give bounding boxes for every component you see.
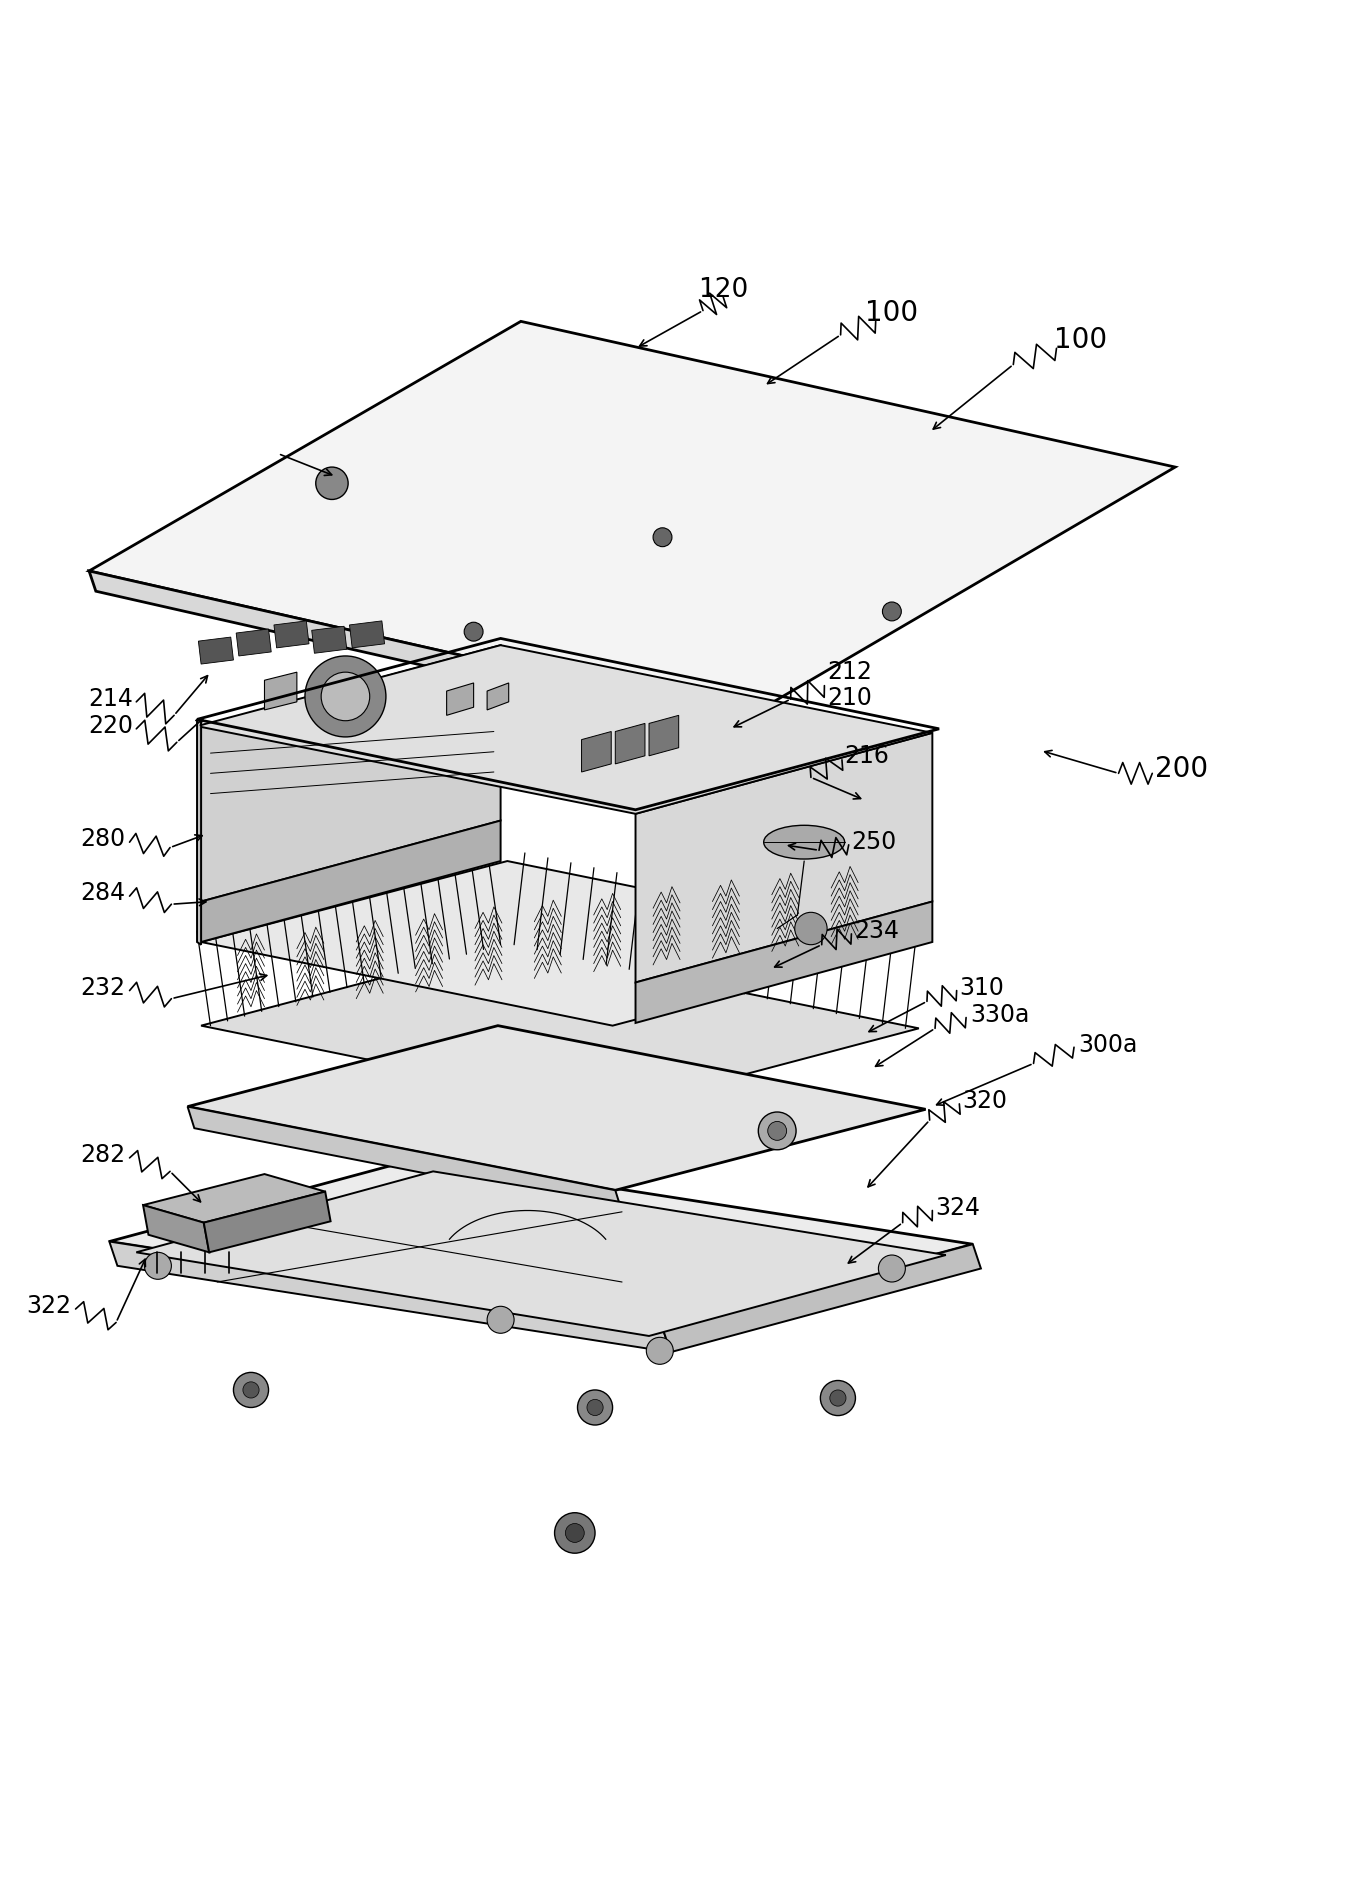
- Circle shape: [879, 1255, 906, 1281]
- Text: 210: 210: [827, 686, 872, 710]
- Text: 100: 100: [865, 300, 918, 328]
- Text: 212: 212: [827, 659, 872, 684]
- Polygon shape: [143, 1174, 326, 1223]
- Circle shape: [577, 1390, 612, 1424]
- Text: 320: 320: [963, 1089, 1007, 1113]
- Polygon shape: [237, 629, 272, 656]
- Polygon shape: [201, 944, 919, 1110]
- Circle shape: [145, 1253, 172, 1279]
- Ellipse shape: [764, 825, 845, 859]
- Circle shape: [487, 1306, 514, 1334]
- Polygon shape: [110, 1242, 671, 1353]
- Circle shape: [322, 673, 369, 722]
- Text: 282: 282: [80, 1144, 126, 1168]
- Polygon shape: [581, 731, 611, 772]
- Text: 330a: 330a: [971, 1002, 1029, 1027]
- Circle shape: [768, 1121, 787, 1140]
- Text: 280: 280: [80, 827, 126, 852]
- Circle shape: [587, 1400, 603, 1415]
- Polygon shape: [446, 682, 473, 716]
- Text: 232: 232: [81, 976, 126, 1000]
- Text: 310: 310: [960, 976, 1005, 1000]
- Circle shape: [758, 1112, 796, 1149]
- Polygon shape: [89, 571, 750, 740]
- Circle shape: [464, 622, 483, 641]
- Text: 214: 214: [89, 688, 134, 710]
- Polygon shape: [615, 723, 645, 763]
- Circle shape: [306, 656, 385, 737]
- Text: 234: 234: [854, 919, 899, 944]
- Polygon shape: [649, 716, 679, 755]
- Polygon shape: [312, 625, 347, 654]
- Polygon shape: [201, 821, 500, 942]
- Text: 120: 120: [698, 277, 749, 303]
- Text: 322: 322: [27, 1294, 72, 1319]
- Text: 250: 250: [852, 831, 896, 853]
- Polygon shape: [349, 622, 384, 648]
- Circle shape: [830, 1390, 846, 1405]
- Circle shape: [554, 1513, 595, 1552]
- Circle shape: [243, 1381, 260, 1398]
- Circle shape: [316, 467, 347, 499]
- Polygon shape: [137, 1172, 946, 1336]
- Polygon shape: [197, 720, 201, 944]
- Polygon shape: [265, 673, 297, 710]
- Polygon shape: [199, 637, 234, 663]
- Circle shape: [795, 912, 827, 944]
- Circle shape: [821, 1381, 856, 1415]
- Polygon shape: [635, 902, 933, 1023]
- Polygon shape: [635, 733, 933, 982]
- Polygon shape: [143, 1206, 210, 1253]
- Polygon shape: [201, 861, 919, 1025]
- Polygon shape: [201, 644, 500, 902]
- Text: 100: 100: [1055, 326, 1107, 354]
- Circle shape: [234, 1372, 269, 1407]
- Circle shape: [883, 603, 902, 622]
- Text: 324: 324: [936, 1196, 980, 1219]
- Circle shape: [653, 528, 672, 546]
- Circle shape: [646, 1338, 673, 1364]
- Polygon shape: [662, 1243, 982, 1353]
- Text: 284: 284: [80, 882, 126, 906]
- Polygon shape: [188, 1025, 926, 1191]
- Text: 300a: 300a: [1078, 1032, 1137, 1057]
- Polygon shape: [188, 1106, 622, 1211]
- Text: 216: 216: [845, 744, 890, 769]
- Polygon shape: [110, 1159, 973, 1328]
- Text: 200: 200: [1155, 755, 1209, 784]
- Polygon shape: [89, 322, 1175, 720]
- Polygon shape: [274, 622, 310, 648]
- Polygon shape: [487, 682, 508, 710]
- Text: 220: 220: [89, 714, 134, 739]
- Polygon shape: [197, 644, 933, 814]
- Circle shape: [565, 1524, 584, 1543]
- Polygon shape: [204, 1191, 331, 1253]
